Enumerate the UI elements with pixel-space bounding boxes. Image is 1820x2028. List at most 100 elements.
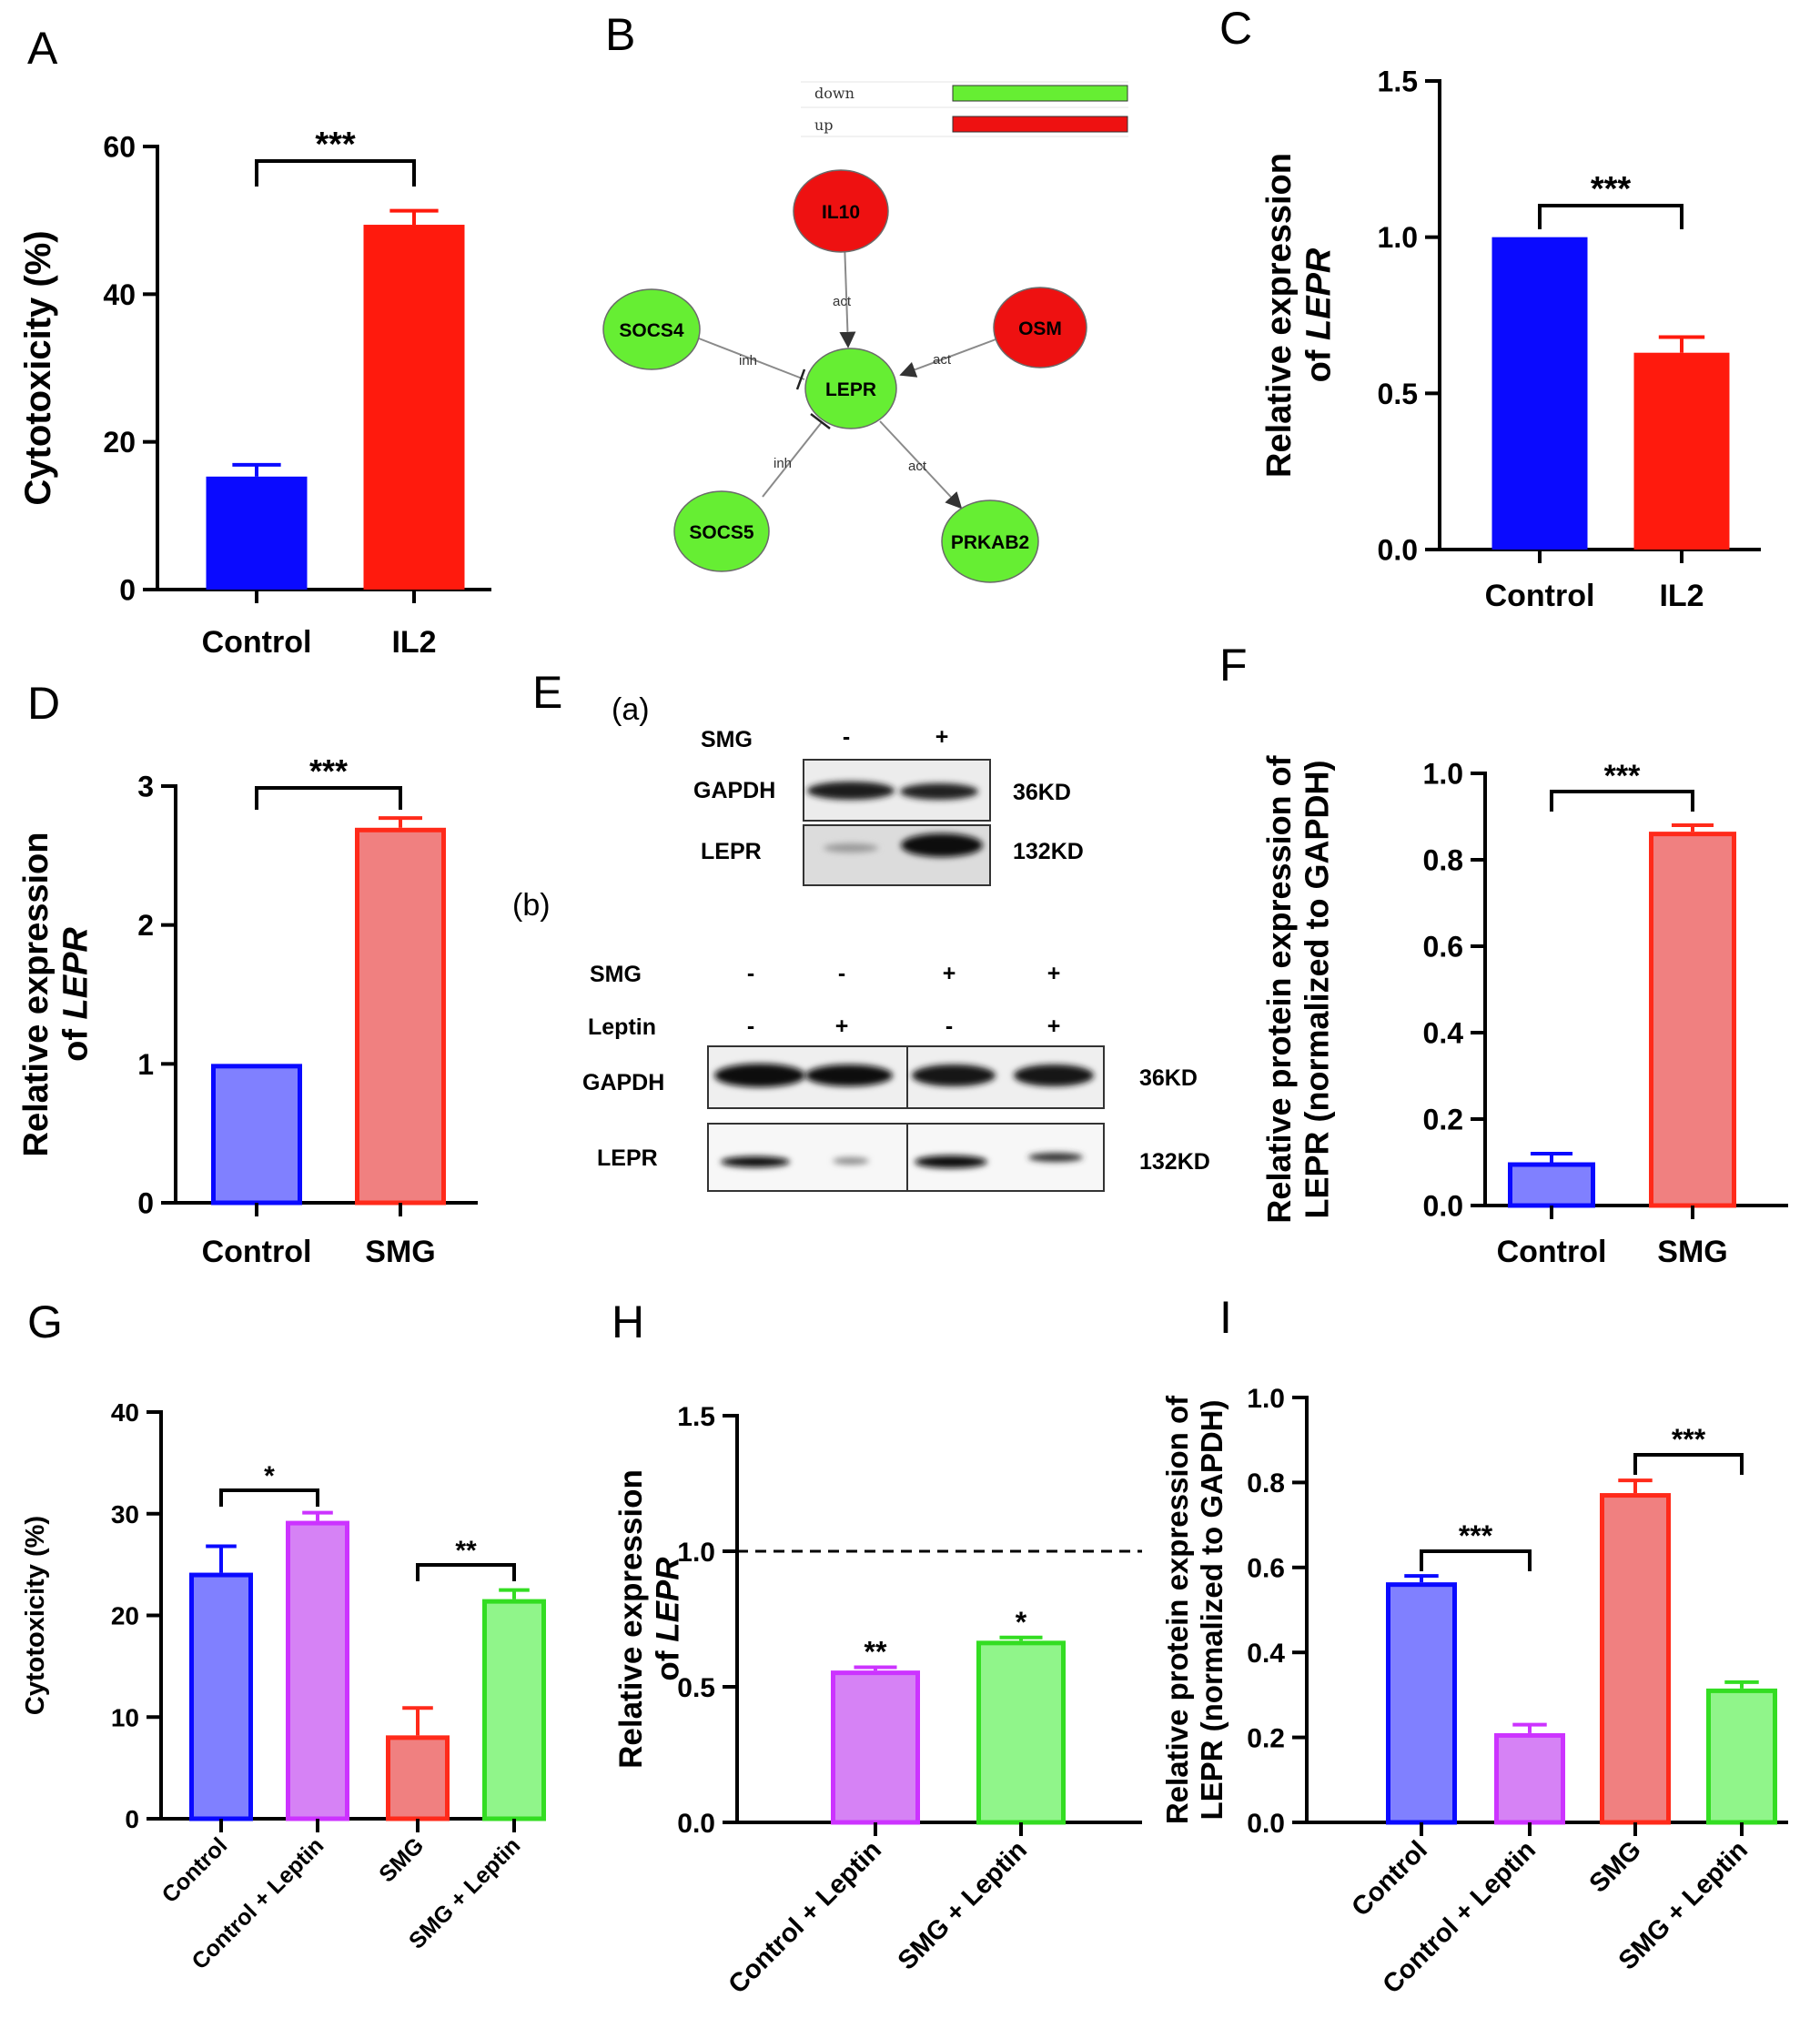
- blot-b-lepr-band-4: [1028, 1153, 1083, 1162]
- blot-a-row-lepr: LEPR: [701, 839, 762, 864]
- blot-b-smg-label: SMG: [590, 962, 642, 987]
- y-axis-label-line2-d: of LEPR: [57, 927, 96, 1062]
- node-osm: OSM: [993, 287, 1087, 368]
- significance-bracket-a-0: [255, 159, 416, 187]
- significance-bracket-i-1: [1633, 1453, 1744, 1475]
- x-tick-label-f: SMG: [1657, 1235, 1727, 1269]
- y-tick-label-a: 0: [119, 574, 136, 607]
- significance-label-d-0: ***: [309, 752, 348, 790]
- blot-a-label: (a): [612, 692, 650, 727]
- blot-a-size-gapdh: 36KD: [1013, 780, 1071, 805]
- significance-bracket-d-0: [255, 786, 402, 810]
- blot-a-gapdh-band-1: [807, 782, 895, 800]
- bar-d-1: [355, 827, 446, 1206]
- y-tick-label-h: 1.0: [677, 1538, 715, 1568]
- edge-label-il10: act: [833, 294, 852, 309]
- blot-b-lepr-band-2: [833, 1157, 869, 1165]
- blot-b-lepr-band-1: [721, 1156, 790, 1167]
- western-blot-panel: (a) (b) SMG - + GAPDH LEPR 36KD 132KD SM…: [512, 692, 1210, 1192]
- y-tick-label-h: 1.5: [677, 1402, 715, 1432]
- significance-bracket-g-0: [219, 1488, 319, 1507]
- edge-il10-lepr: [839, 241, 856, 348]
- node-il10-label: IL10: [822, 202, 860, 223]
- bar-g-3: [482, 1599, 546, 1821]
- y-tick-label-c: 0.5: [1378, 378, 1418, 410]
- edge-socs4-lepr-bar: [795, 368, 806, 390]
- panel-letter-A: A: [27, 23, 58, 74]
- blot-b-gapdh-band-3: [912, 1064, 996, 1086]
- node-il10: IL10: [793, 169, 889, 253]
- blot-b-smg-sign-3: +: [943, 961, 956, 986]
- significance-label-f-0: ***: [1604, 759, 1641, 793]
- panel-letter-F: F: [1219, 640, 1248, 691]
- x-tick-label-a: IL2: [391, 625, 436, 660]
- blot-b-smg-sign-4: +: [1047, 961, 1061, 986]
- blot-b-size-gapdh: 36KD: [1139, 1065, 1198, 1091]
- y-tick-label-h: 0.0: [677, 1809, 715, 1839]
- significance-label-g-1: **: [455, 1536, 477, 1566]
- blot-b-gapdh-band-2: [805, 1064, 893, 1086]
- bar-c-1: [1633, 352, 1730, 550]
- blot-b-gapdh-band-1: [714, 1064, 805, 1087]
- chart-panel-D: 0 1 2 3 Control SMG *** Relative expression of L…: [17, 752, 478, 1269]
- y-tick-label-i: 0.6: [1247, 1554, 1285, 1584]
- blot-a-lepr-band-2: [901, 833, 983, 857]
- x-tick-label-h: SMG + Leptin: [893, 1835, 1033, 1975]
- y-axis-label-line2-f: LEPR (normalized to GAPDH): [1298, 760, 1335, 1218]
- edge-socs4-lepr: [698, 338, 805, 380]
- bar-i-2: [1600, 1493, 1671, 1825]
- significance-mark-h-0: **: [864, 1636, 887, 1669]
- bar-i-1: [1494, 1732, 1565, 1825]
- y-axis-label-d: Relative expression: [17, 832, 56, 1157]
- x-tick-label-i: SMG: [1584, 1835, 1647, 1898]
- blot-b-row-lepr: LEPR: [597, 1145, 658, 1171]
- blot-b-leptin-sign-2: +: [835, 1014, 849, 1039]
- y-axis-label-line2-c: of LEPR: [1300, 247, 1339, 382]
- significance-label-i-1: ***: [1672, 1423, 1706, 1456]
- blot-b-smg-sign-2: -: [838, 961, 845, 986]
- y-tick-label-f: 0.8: [1423, 844, 1463, 877]
- y-tick-label-a: 20: [103, 426, 136, 459]
- y-axis-label-f: Relative protein expression of: [1260, 754, 1298, 1223]
- panel-letter-H: H: [612, 1297, 644, 1347]
- y-tick-label-c: 1.0: [1378, 221, 1418, 254]
- edge-osm-lepr: [899, 338, 999, 378]
- edge-label-prkab2: act: [908, 459, 927, 474]
- x-tick-label-c: Control: [1485, 579, 1595, 613]
- bar-g-1: [286, 1520, 349, 1821]
- edge-lepr-prkab2: [879, 420, 963, 510]
- significance-bracket-f-0: [1550, 790, 1694, 812]
- bar-g-2: [386, 1735, 450, 1821]
- y-axis-label-h: Relative expression: [613, 1469, 649, 1769]
- edge-label-socs4: inh: [739, 353, 757, 368]
- y-axis-label-a: Cytotoxicity (%): [18, 230, 58, 505]
- bar-c-0: [1491, 237, 1588, 550]
- y-tick-label-g: 0: [125, 1805, 139, 1833]
- blot-b-lepr-band-3: [915, 1155, 987, 1168]
- bar-h-1: [976, 1640, 1066, 1825]
- y-tick-label-i: 0.8: [1247, 1468, 1285, 1498]
- y-tick-label-i: 1.0: [1247, 1384, 1285, 1414]
- y-tick-label-d: 3: [137, 771, 154, 803]
- blot-a: SMG - + GAPDH LEPR 36KD 132KD: [693, 724, 1084, 886]
- y-axis-label-c: Relative expression: [1260, 153, 1299, 478]
- y-tick-label-f: 0.4: [1423, 1017, 1464, 1050]
- blot-a-lepr-band-1: [824, 843, 878, 853]
- y-tick-label-g: 30: [111, 1500, 139, 1529]
- y-tick-label-d: 0: [137, 1187, 154, 1220]
- edge-label-socs5: inh: [774, 456, 792, 471]
- y-tick-label-i: 0.2: [1247, 1723, 1285, 1753]
- y-tick-label-c: 0.0: [1378, 534, 1418, 567]
- blot-a-smg-label: SMG: [701, 727, 753, 752]
- edge-label-osm: act: [933, 352, 952, 368]
- y-tick-label-g: 10: [111, 1703, 139, 1731]
- network-edge-labels: act inh act inh act: [739, 294, 952, 474]
- node-lepr: LEPR: [804, 348, 897, 429]
- y-tick-label-f: 0.6: [1423, 931, 1463, 964]
- bar-a-1: [363, 225, 465, 590]
- node-osm-label: OSM: [1018, 318, 1062, 339]
- significance-bracket-i-0: [1420, 1549, 1532, 1571]
- blot-b-leptin-sign-4: +: [1047, 1014, 1061, 1039]
